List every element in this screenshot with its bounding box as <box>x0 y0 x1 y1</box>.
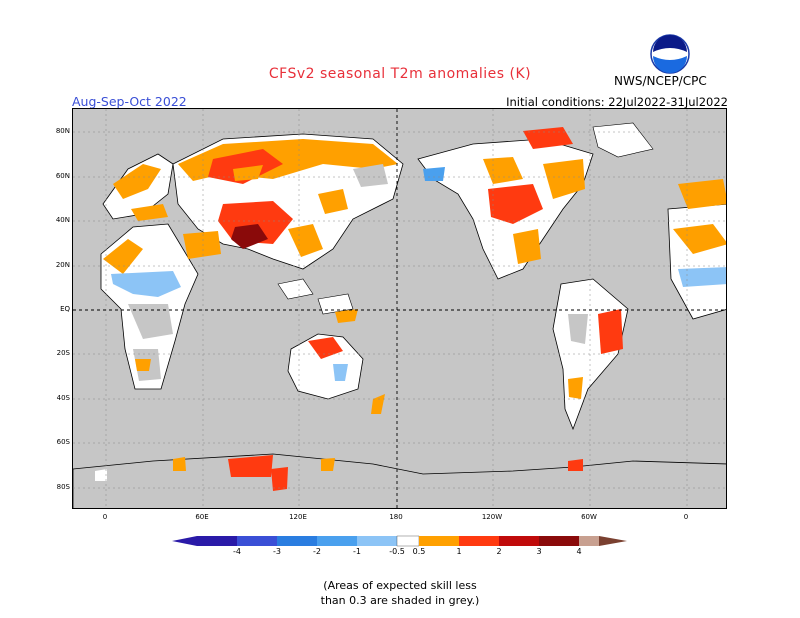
colorbar-segment <box>357 536 397 546</box>
colorbar-label: -2 <box>313 547 321 556</box>
lat-label: 40N <box>55 216 70 224</box>
colorbar-label: 4 <box>576 547 582 556</box>
colorbar-segment <box>579 536 599 546</box>
colorbar-segment <box>459 536 499 546</box>
skill-note-line-2: than 0.3 are shaded in grey.) <box>320 594 480 607</box>
logo-text: NOAA <box>657 50 683 59</box>
lat-label: 80S <box>56 483 70 491</box>
agency-label: NWS/NCEP/CPC <box>614 74 707 88</box>
lat-label: 40S <box>56 394 70 402</box>
europe-landmass <box>102 153 174 221</box>
colorbar-segment <box>317 536 357 546</box>
lon-label: 0 <box>683 513 689 521</box>
se-asia-islands <box>277 278 358 323</box>
lat-label: 80N <box>55 127 70 135</box>
lon-label: 120W <box>481 513 503 521</box>
colorbar-segment <box>277 536 317 546</box>
lon-label: 120E <box>289 513 307 521</box>
colorbar-label: 3 <box>536 547 542 556</box>
colorbar-label: -1 <box>353 547 361 556</box>
colorbar-arrow-right <box>599 536 627 546</box>
colorbar-label: 0.5 <box>412 547 426 556</box>
lon-label: 180 <box>389 513 403 521</box>
lat-label: 60N <box>55 172 70 180</box>
colorbar-label: -3 <box>273 547 281 556</box>
map-gridlines <box>73 109 726 508</box>
north-america-landmass <box>417 122 654 280</box>
skill-note-line-1: (Areas of expected skill less <box>323 579 477 592</box>
antarctica-landmass <box>73 453 726 508</box>
lon-label: 0 <box>102 513 108 521</box>
skill-note: (Areas of expected skill less than 0.3 a… <box>0 578 800 608</box>
colorbar-label: -0.5 <box>389 547 405 556</box>
colorbar-segment <box>237 536 277 546</box>
colorbar-arrow-left <box>172 536 197 546</box>
initial-conditions: Initial conditions: 22Jul2022-31Jul2022 <box>506 95 728 109</box>
lat-label: EQ <box>60 305 70 313</box>
colorbar <box>172 535 627 547</box>
colorbar-label: 2 <box>496 547 502 556</box>
colorbar-segment <box>419 536 459 546</box>
map-canvas <box>73 109 726 508</box>
south-america-landmass <box>552 278 629 431</box>
lon-label: 60W <box>581 513 597 521</box>
colorbar-label: 1 <box>456 547 462 556</box>
australia-landmass <box>287 333 385 414</box>
colorbar-segment <box>197 536 237 546</box>
lat-label: 20N <box>55 261 70 269</box>
colorbar-segment <box>396 535 420 547</box>
chart-title: CFSv2 seasonal T2m anomalies (K) <box>268 66 532 82</box>
africa-europe-wrap <box>667 179 726 320</box>
lat-label: 60S <box>56 438 70 446</box>
anomaly-map <box>72 108 727 509</box>
lon-label: 60E <box>195 513 209 521</box>
colorbar-label: -4 <box>233 547 241 556</box>
equator-dateline <box>73 109 726 508</box>
colorbar-segment <box>539 536 579 546</box>
colorbar-segment <box>499 536 539 546</box>
forecast-period: Aug-Sep-Oct 2022 <box>72 94 187 109</box>
lat-label: 20S <box>56 349 70 357</box>
africa-landmass <box>100 223 199 390</box>
asia-landmass <box>172 133 404 270</box>
noaa-logo-icon: NOAA <box>650 34 690 74</box>
